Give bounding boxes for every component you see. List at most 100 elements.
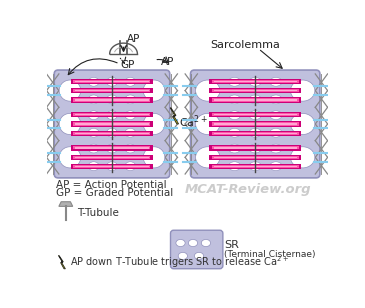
Ellipse shape bbox=[88, 162, 99, 171]
Ellipse shape bbox=[188, 239, 197, 247]
Text: SR: SR bbox=[224, 240, 239, 249]
Bar bbox=[214, 81, 297, 82]
Bar bbox=[73, 165, 150, 168]
Ellipse shape bbox=[249, 95, 261, 104]
Ellipse shape bbox=[178, 252, 188, 260]
Bar bbox=[75, 147, 149, 148]
Bar bbox=[212, 89, 299, 92]
Ellipse shape bbox=[107, 111, 118, 120]
Bar bbox=[75, 166, 149, 167]
Ellipse shape bbox=[125, 128, 136, 137]
Bar bbox=[212, 113, 299, 116]
Text: Sarcolemma: Sarcolemma bbox=[210, 40, 280, 50]
Bar bbox=[212, 99, 299, 102]
Text: AP = Action Potential: AP = Action Potential bbox=[56, 180, 166, 190]
Text: AP: AP bbox=[127, 34, 141, 44]
Bar bbox=[71, 164, 153, 169]
Ellipse shape bbox=[143, 80, 165, 101]
Text: GP = Graded Potential: GP = Graded Potential bbox=[56, 188, 173, 198]
Text: Ca$^{2+}$: Ca$^{2+}$ bbox=[179, 113, 208, 130]
Bar bbox=[209, 145, 301, 151]
Ellipse shape bbox=[270, 111, 282, 120]
Ellipse shape bbox=[143, 147, 165, 168]
Bar bbox=[71, 112, 153, 117]
Bar bbox=[71, 97, 153, 103]
Bar bbox=[71, 145, 153, 151]
Ellipse shape bbox=[88, 111, 99, 120]
Ellipse shape bbox=[88, 144, 99, 153]
Ellipse shape bbox=[228, 162, 241, 171]
Text: (Terminal Cisternae): (Terminal Cisternae) bbox=[224, 250, 316, 259]
Ellipse shape bbox=[228, 128, 241, 137]
Ellipse shape bbox=[59, 147, 81, 168]
Bar bbox=[71, 79, 153, 84]
Bar bbox=[75, 90, 149, 91]
Ellipse shape bbox=[249, 77, 261, 86]
Ellipse shape bbox=[201, 239, 211, 247]
Ellipse shape bbox=[88, 77, 99, 86]
Bar bbox=[73, 156, 150, 159]
Ellipse shape bbox=[270, 95, 282, 104]
Ellipse shape bbox=[107, 77, 118, 86]
Ellipse shape bbox=[59, 80, 81, 101]
Text: MCAT-Review.org: MCAT-Review.org bbox=[185, 183, 312, 196]
Bar bbox=[214, 99, 297, 101]
Ellipse shape bbox=[270, 162, 282, 171]
Bar bbox=[209, 88, 301, 93]
Bar bbox=[73, 146, 150, 149]
Ellipse shape bbox=[291, 113, 315, 135]
Ellipse shape bbox=[249, 111, 261, 120]
Bar bbox=[212, 156, 299, 159]
Ellipse shape bbox=[196, 147, 220, 168]
Bar bbox=[209, 121, 301, 127]
Bar bbox=[214, 90, 297, 91]
Bar bbox=[75, 81, 149, 82]
Bar bbox=[75, 114, 149, 115]
Ellipse shape bbox=[176, 239, 185, 247]
Bar bbox=[212, 146, 299, 149]
FancyBboxPatch shape bbox=[54, 70, 170, 178]
Text: GP: GP bbox=[120, 60, 135, 71]
Ellipse shape bbox=[125, 95, 136, 104]
Ellipse shape bbox=[228, 111, 241, 120]
Bar bbox=[214, 114, 297, 115]
Ellipse shape bbox=[107, 162, 118, 171]
Bar bbox=[214, 123, 297, 124]
Ellipse shape bbox=[195, 252, 204, 260]
Bar bbox=[209, 131, 301, 136]
FancyBboxPatch shape bbox=[191, 70, 320, 178]
Bar bbox=[75, 123, 149, 124]
Text: AP: AP bbox=[161, 57, 174, 67]
Ellipse shape bbox=[196, 113, 220, 135]
Bar bbox=[75, 99, 149, 101]
Bar bbox=[209, 164, 301, 169]
Bar bbox=[212, 80, 299, 83]
Bar bbox=[209, 97, 301, 103]
Ellipse shape bbox=[228, 144, 241, 153]
Ellipse shape bbox=[107, 144, 118, 153]
Ellipse shape bbox=[270, 77, 282, 86]
Bar bbox=[73, 122, 150, 126]
Text: T-Tubule: T-Tubule bbox=[77, 208, 118, 217]
Bar bbox=[209, 155, 301, 160]
Ellipse shape bbox=[249, 162, 261, 171]
Bar bbox=[209, 79, 301, 84]
Bar bbox=[73, 89, 150, 92]
Bar bbox=[75, 157, 149, 158]
Ellipse shape bbox=[228, 77, 241, 86]
Ellipse shape bbox=[143, 113, 165, 135]
Bar bbox=[71, 155, 153, 160]
Ellipse shape bbox=[291, 147, 315, 168]
Bar bbox=[73, 132, 150, 135]
Ellipse shape bbox=[249, 128, 261, 137]
Bar bbox=[212, 132, 299, 135]
Ellipse shape bbox=[125, 111, 136, 120]
Bar bbox=[214, 147, 297, 148]
Ellipse shape bbox=[125, 77, 136, 86]
Ellipse shape bbox=[249, 144, 261, 153]
Polygon shape bbox=[59, 202, 73, 206]
Text: AP down T-Tubule trigers SR to release Ca$^{2+}$: AP down T-Tubule trigers SR to release C… bbox=[70, 255, 289, 270]
Ellipse shape bbox=[270, 144, 282, 153]
Bar bbox=[71, 131, 153, 136]
Ellipse shape bbox=[291, 80, 315, 101]
